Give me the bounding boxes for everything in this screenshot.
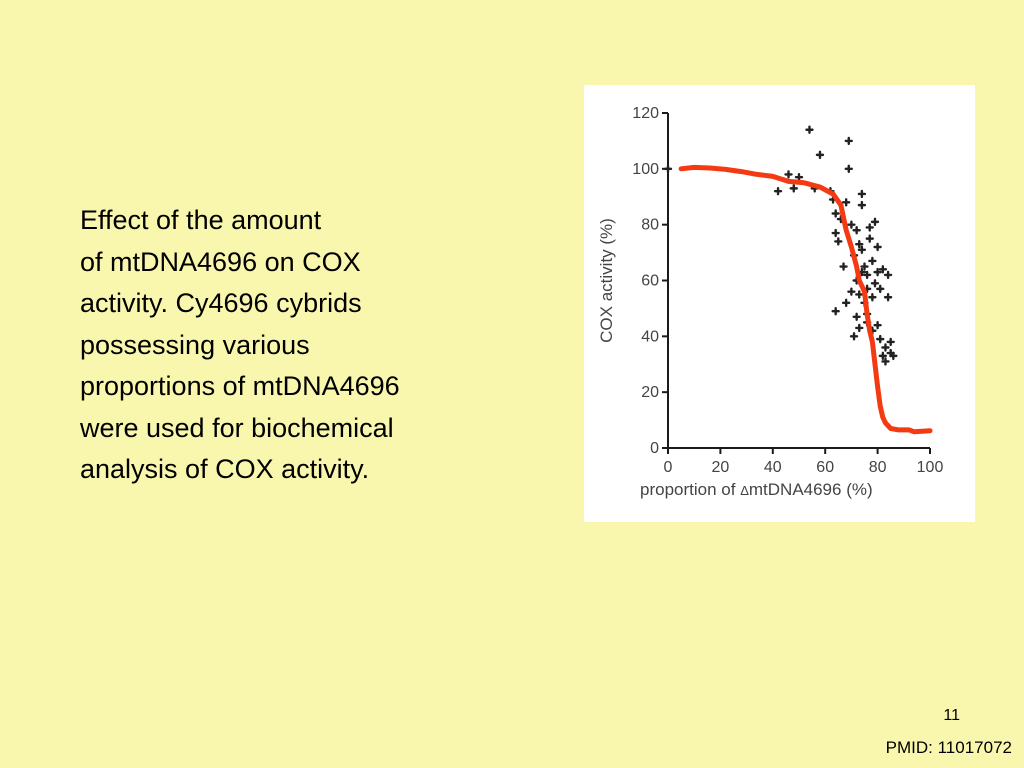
scatter-point bbox=[881, 357, 890, 366]
scatter-point bbox=[789, 184, 798, 193]
x-tick-label: 40 bbox=[764, 459, 782, 476]
scatter-point bbox=[844, 136, 853, 146]
scatter-point bbox=[831, 307, 840, 316]
scatter-point bbox=[852, 312, 861, 321]
scatter-point bbox=[847, 220, 856, 229]
scatter-point bbox=[870, 279, 880, 288]
scatter-point bbox=[857, 245, 867, 254]
body-text-line: activity. Cy4696 cybrids bbox=[80, 288, 362, 318]
y-tick-label: 0 bbox=[650, 440, 659, 457]
scatter-point bbox=[844, 164, 853, 174]
scatter-point bbox=[784, 170, 793, 179]
page-number: 11 bbox=[943, 707, 960, 724]
chart-panel: 0 20 40 60 80 100 120 0 20 40 60 80 100 COX activity … bbox=[584, 85, 975, 522]
scatter-point bbox=[857, 200, 867, 210]
scatter-point bbox=[794, 173, 804, 182]
scatter-point bbox=[889, 351, 898, 361]
scatter-point bbox=[831, 228, 840, 238]
x-tick-label: 0 bbox=[664, 459, 673, 476]
body-text-line: were used for biochemical bbox=[80, 412, 394, 443]
scatter-point bbox=[873, 242, 882, 252]
x-tick-label: 100 bbox=[917, 459, 944, 476]
scatter-point bbox=[663, 164, 673, 174]
scatter-point bbox=[834, 237, 843, 246]
scatter-point bbox=[876, 334, 885, 344]
scatter-point bbox=[849, 332, 859, 341]
y-tick-label: 60 bbox=[641, 273, 659, 290]
body-text-line: possessing various bbox=[80, 329, 310, 360]
scatter-point bbox=[852, 226, 861, 235]
x-axis-title: proportion of ΔmtDNA4696 (%) bbox=[640, 480, 873, 499]
scatter-point bbox=[868, 293, 877, 302]
body-text-line: Effect of the amount bbox=[80, 205, 322, 235]
scatter-point bbox=[841, 198, 851, 207]
y-axis-title: COX activity (%) bbox=[597, 218, 616, 343]
scatter-point bbox=[815, 150, 825, 160]
scatter-point bbox=[855, 323, 864, 333]
fit-curve-line bbox=[678, 164, 933, 435]
slide-body-text: Effect of the amount of mtDNA4696 on COX… bbox=[80, 200, 500, 491]
scatter-point bbox=[847, 287, 856, 296]
scatter-point bbox=[860, 262, 869, 271]
scatter-point bbox=[868, 256, 877, 266]
scatter-point bbox=[886, 337, 895, 347]
scatter-point bbox=[855, 290, 864, 299]
body-text-line: of mtDNA4696 on COX bbox=[80, 246, 361, 277]
y-tick-label: 120 bbox=[632, 105, 659, 122]
scatter-point bbox=[876, 284, 885, 294]
scatter-point bbox=[805, 125, 814, 134]
scatter-point bbox=[873, 320, 882, 330]
scatter-point bbox=[870, 217, 880, 227]
scatter-point bbox=[883, 293, 893, 302]
scatter-point bbox=[855, 240, 864, 249]
scatter-point bbox=[881, 343, 890, 352]
scatter-point bbox=[865, 223, 874, 232]
scatter-point bbox=[873, 267, 882, 277]
body-text-line: proportions of mtDNA4696 bbox=[80, 371, 400, 401]
scatter-point bbox=[883, 270, 893, 280]
x-tick-label: 20 bbox=[712, 459, 730, 476]
scatter-point bbox=[862, 270, 872, 280]
x-tick-label: 60 bbox=[816, 459, 834, 476]
scatter-point bbox=[865, 234, 874, 243]
y-tick-label: 80 bbox=[641, 217, 659, 234]
y-tick-label: 20 bbox=[641, 384, 659, 401]
body-text-line: analysis of COX activity. bbox=[80, 454, 370, 484]
y-tick-label: 100 bbox=[632, 161, 659, 178]
scatter-point bbox=[878, 351, 888, 361]
y-tick-label: 40 bbox=[641, 328, 659, 345]
scatter-point bbox=[831, 209, 840, 218]
pmid-citation: PMID: 11017072 bbox=[885, 738, 1012, 757]
scatter-point bbox=[773, 186, 783, 196]
scatter-point bbox=[841, 298, 851, 308]
scatter-point bbox=[878, 265, 888, 274]
cox-activity-chart: 0 20 40 60 80 100 120 0 20 40 60 80 100 COX activity … bbox=[597, 105, 944, 499]
scatter-point bbox=[839, 262, 848, 271]
x-tick-label: 80 bbox=[869, 459, 887, 476]
scatter-point bbox=[857, 189, 867, 199]
